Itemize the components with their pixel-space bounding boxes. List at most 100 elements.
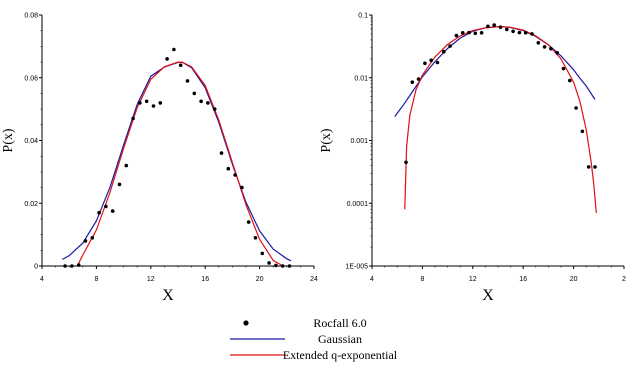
data-point — [479, 31, 484, 35]
x-tick-label: 20 — [570, 276, 578, 283]
y-tick-label: 0.02 — [24, 201, 38, 208]
data-point — [226, 166, 231, 171]
data-point — [280, 264, 285, 268]
data-point — [530, 32, 534, 36]
data-point — [267, 261, 271, 265]
data-point — [144, 99, 149, 104]
data-point — [549, 46, 553, 51]
data-point — [473, 31, 478, 36]
data-point — [76, 263, 81, 267]
legend-label: Extended q-exponential — [283, 348, 398, 362]
data-point — [404, 160, 408, 165]
legend-label: Rocfall 6.0 — [313, 316, 366, 330]
y-tick-label: 0.001 — [350, 138, 368, 145]
x-tick-label: 12 — [469, 276, 477, 283]
data-point — [110, 209, 115, 213]
data-point — [523, 31, 528, 35]
data-point — [561, 66, 566, 71]
x-tick-label: 24 — [310, 276, 318, 283]
y-tick-label: 0.0001 — [347, 201, 369, 208]
data-point — [274, 263, 278, 268]
data-point — [90, 236, 95, 240]
data-point — [165, 57, 169, 61]
data-point — [185, 79, 190, 83]
x-tick-label: 12 — [147, 276, 155, 283]
x-tick-label: 2 — [622, 276, 626, 283]
data-point — [467, 30, 471, 35]
data-point — [410, 80, 415, 84]
data-point — [423, 61, 427, 66]
right-chart-panel: 4 8 12 16 20 2 1E-005 0.0001 0.001 0.01 0.1 X P(x) — [319, 13, 626, 305]
data-point — [435, 60, 440, 65]
series-line-extended-q-exponential — [404, 26, 597, 214]
data-point — [131, 116, 135, 121]
series-line-extended-q-exponential — [76, 61, 285, 267]
y-tick-label: 1E-005 — [345, 264, 368, 271]
data-point — [416, 77, 421, 81]
data-point — [70, 264, 74, 268]
data-point — [172, 47, 176, 52]
legend: Rocfall 6.0 Gaussian Extended q-exponentia… — [230, 316, 398, 362]
data-point — [542, 45, 547, 49]
data-point — [486, 24, 490, 29]
plot-area — [62, 47, 292, 268]
plot-area — [394, 23, 597, 214]
x-tick-label: 8 — [94, 276, 98, 283]
data-point — [151, 104, 156, 108]
data-point — [212, 107, 217, 111]
data-point — [199, 99, 203, 104]
x-tick-label: 4 — [40, 276, 44, 283]
data-point — [233, 173, 237, 177]
data-point — [593, 165, 597, 169]
x-tick-label: 4 — [370, 276, 374, 283]
data-point — [505, 27, 509, 32]
data-point — [492, 23, 497, 27]
data-point — [498, 25, 503, 30]
data-point — [448, 44, 452, 48]
data-point — [460, 31, 465, 35]
data-point — [83, 239, 88, 243]
data-point — [206, 101, 210, 105]
legend-label: Gaussian — [318, 332, 362, 346]
data-point — [63, 264, 67, 268]
x-tick-label: 20 — [256, 276, 264, 283]
data-point — [517, 30, 522, 35]
y-axis-label: P(x) — [1, 128, 16, 152]
data-point — [97, 210, 101, 215]
x-tick-label: 16 — [201, 276, 209, 283]
data-point — [219, 151, 224, 155]
x-tick-label: 16 — [519, 276, 527, 283]
data-point — [117, 182, 122, 187]
legend-dot-icon — [243, 320, 249, 326]
left-chart-panel: 4 8 12 16 20 24 0 0.02 0.04 0.06 0.08 X P(x) — [1, 13, 318, 305]
data-point — [138, 101, 142, 105]
data-point — [580, 129, 585, 134]
data-point — [192, 91, 197, 96]
data-point — [429, 58, 434, 63]
data-point — [246, 220, 251, 224]
data-point — [240, 185, 244, 190]
y-tick-label: 0.04 — [24, 138, 38, 145]
x-axis-label: X — [482, 287, 494, 304]
data-point — [536, 41, 541, 45]
data-point — [454, 33, 459, 38]
data-point — [178, 63, 183, 67]
x-axis-label: X — [162, 287, 174, 304]
data-point — [586, 165, 591, 169]
y-tick-label: 0.08 — [24, 13, 38, 20]
data-point — [124, 163, 129, 168]
data-point — [511, 29, 515, 34]
data-point — [253, 236, 258, 240]
y-tick-label: 0.01 — [354, 75, 368, 82]
data-point — [555, 51, 559, 55]
y-tick-label: 0.06 — [24, 75, 38, 82]
data-point — [568, 78, 572, 83]
data-point — [158, 101, 163, 105]
data-point — [260, 251, 265, 256]
data-point — [104, 204, 108, 209]
y-axis-label: P(x) — [319, 128, 334, 152]
data-point — [287, 264, 292, 268]
data-point — [442, 49, 446, 54]
y-tick-label: 0.1 — [358, 13, 368, 20]
